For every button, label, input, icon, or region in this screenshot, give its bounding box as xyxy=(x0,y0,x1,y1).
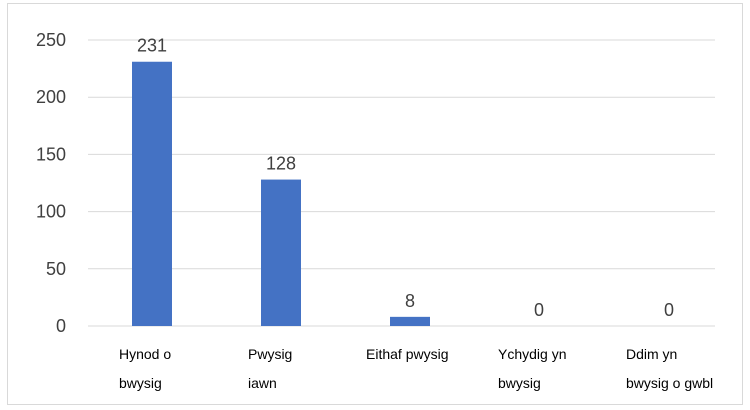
x-category-label: iawn xyxy=(248,375,277,391)
chart-frame xyxy=(7,3,743,405)
x-category-label: Ddim yn xyxy=(626,346,677,362)
y-tick-label: 250 xyxy=(36,30,66,50)
x-category-label: bwysig o gwbl xyxy=(626,375,713,391)
data-label: 128 xyxy=(266,154,296,174)
y-tick-label: 0 xyxy=(56,316,66,336)
data-label: 231 xyxy=(137,36,167,56)
bar xyxy=(390,316,430,326)
data-label: 8 xyxy=(405,291,415,311)
bar xyxy=(132,61,172,327)
bar xyxy=(261,179,301,326)
x-category-label: Hynod o xyxy=(119,346,171,362)
x-category-label: Eithaf pwysig xyxy=(366,346,448,362)
y-tick-label: 150 xyxy=(36,144,66,164)
data-label: 0 xyxy=(534,300,544,320)
y-tick-label: 50 xyxy=(46,259,66,279)
y-tick-label: 200 xyxy=(36,87,66,107)
x-category-label: Ychydig yn xyxy=(498,346,566,362)
y-tick-label: 100 xyxy=(36,202,66,222)
x-category-label: bwysig xyxy=(498,375,541,391)
x-category-label: Pwysig xyxy=(248,346,292,362)
x-category-label: bwysig xyxy=(119,375,162,391)
data-label: 0 xyxy=(664,300,674,320)
